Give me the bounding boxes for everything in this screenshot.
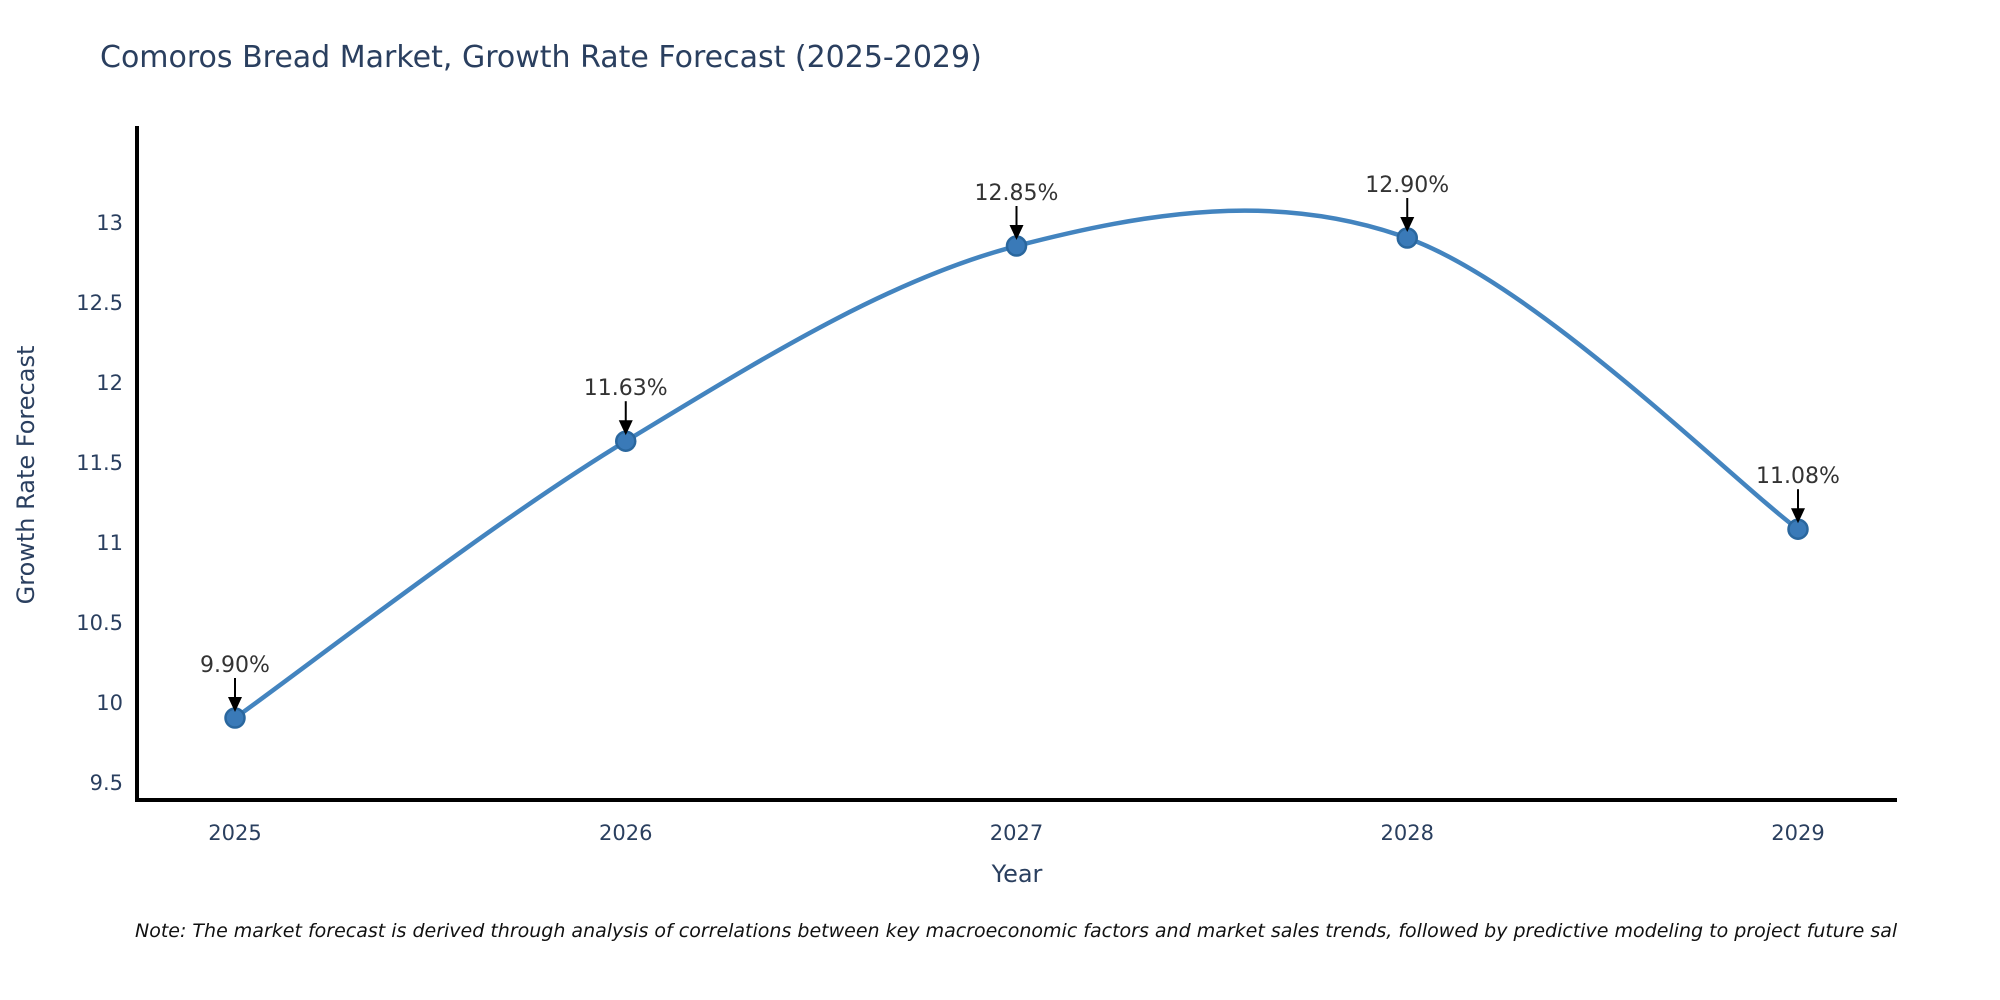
annotation-arrowhead-icon xyxy=(228,697,242,712)
y-tick-label: 10 xyxy=(96,691,123,715)
annotation-arrowhead-icon xyxy=(618,420,633,436)
annotation-arrowhead-icon xyxy=(1009,225,1024,240)
x-axis-title: Year xyxy=(991,860,1043,888)
annotation-arrowhead-icon xyxy=(1400,217,1415,232)
y-tick-label: 12.5 xyxy=(76,291,123,315)
data-point-label: 12.85% xyxy=(975,181,1059,206)
y-tick-label: 10.5 xyxy=(76,611,123,635)
y-tick-label: 9.5 xyxy=(90,771,123,795)
y-tick-label: 11.5 xyxy=(76,451,123,475)
annotation-arrowhead-icon xyxy=(1791,508,1805,524)
chart-title: Comoros Bread Market, Growth Rate Foreca… xyxy=(100,40,982,75)
x-tick-label: 2025 xyxy=(208,821,261,845)
x-tick-label: 2026 xyxy=(599,821,652,845)
footnote: Note: The market forecast is derived thr… xyxy=(135,920,1898,942)
data-point-label: 11.63% xyxy=(584,376,668,401)
x-tick-label: 2027 xyxy=(990,821,1043,845)
y-tick-label: 12 xyxy=(96,371,123,395)
y-tick-label: 13 xyxy=(96,211,123,235)
x-tick-label: 2028 xyxy=(1381,821,1434,845)
forecast-line xyxy=(232,208,1801,721)
x-tick-label: 2029 xyxy=(1771,821,1824,845)
data-point-label: 11.08% xyxy=(1756,464,1840,489)
y-tick-label: 11 xyxy=(96,531,123,555)
data-point-label: 9.90% xyxy=(200,653,270,678)
data-point-label: 12.90% xyxy=(1365,173,1449,198)
